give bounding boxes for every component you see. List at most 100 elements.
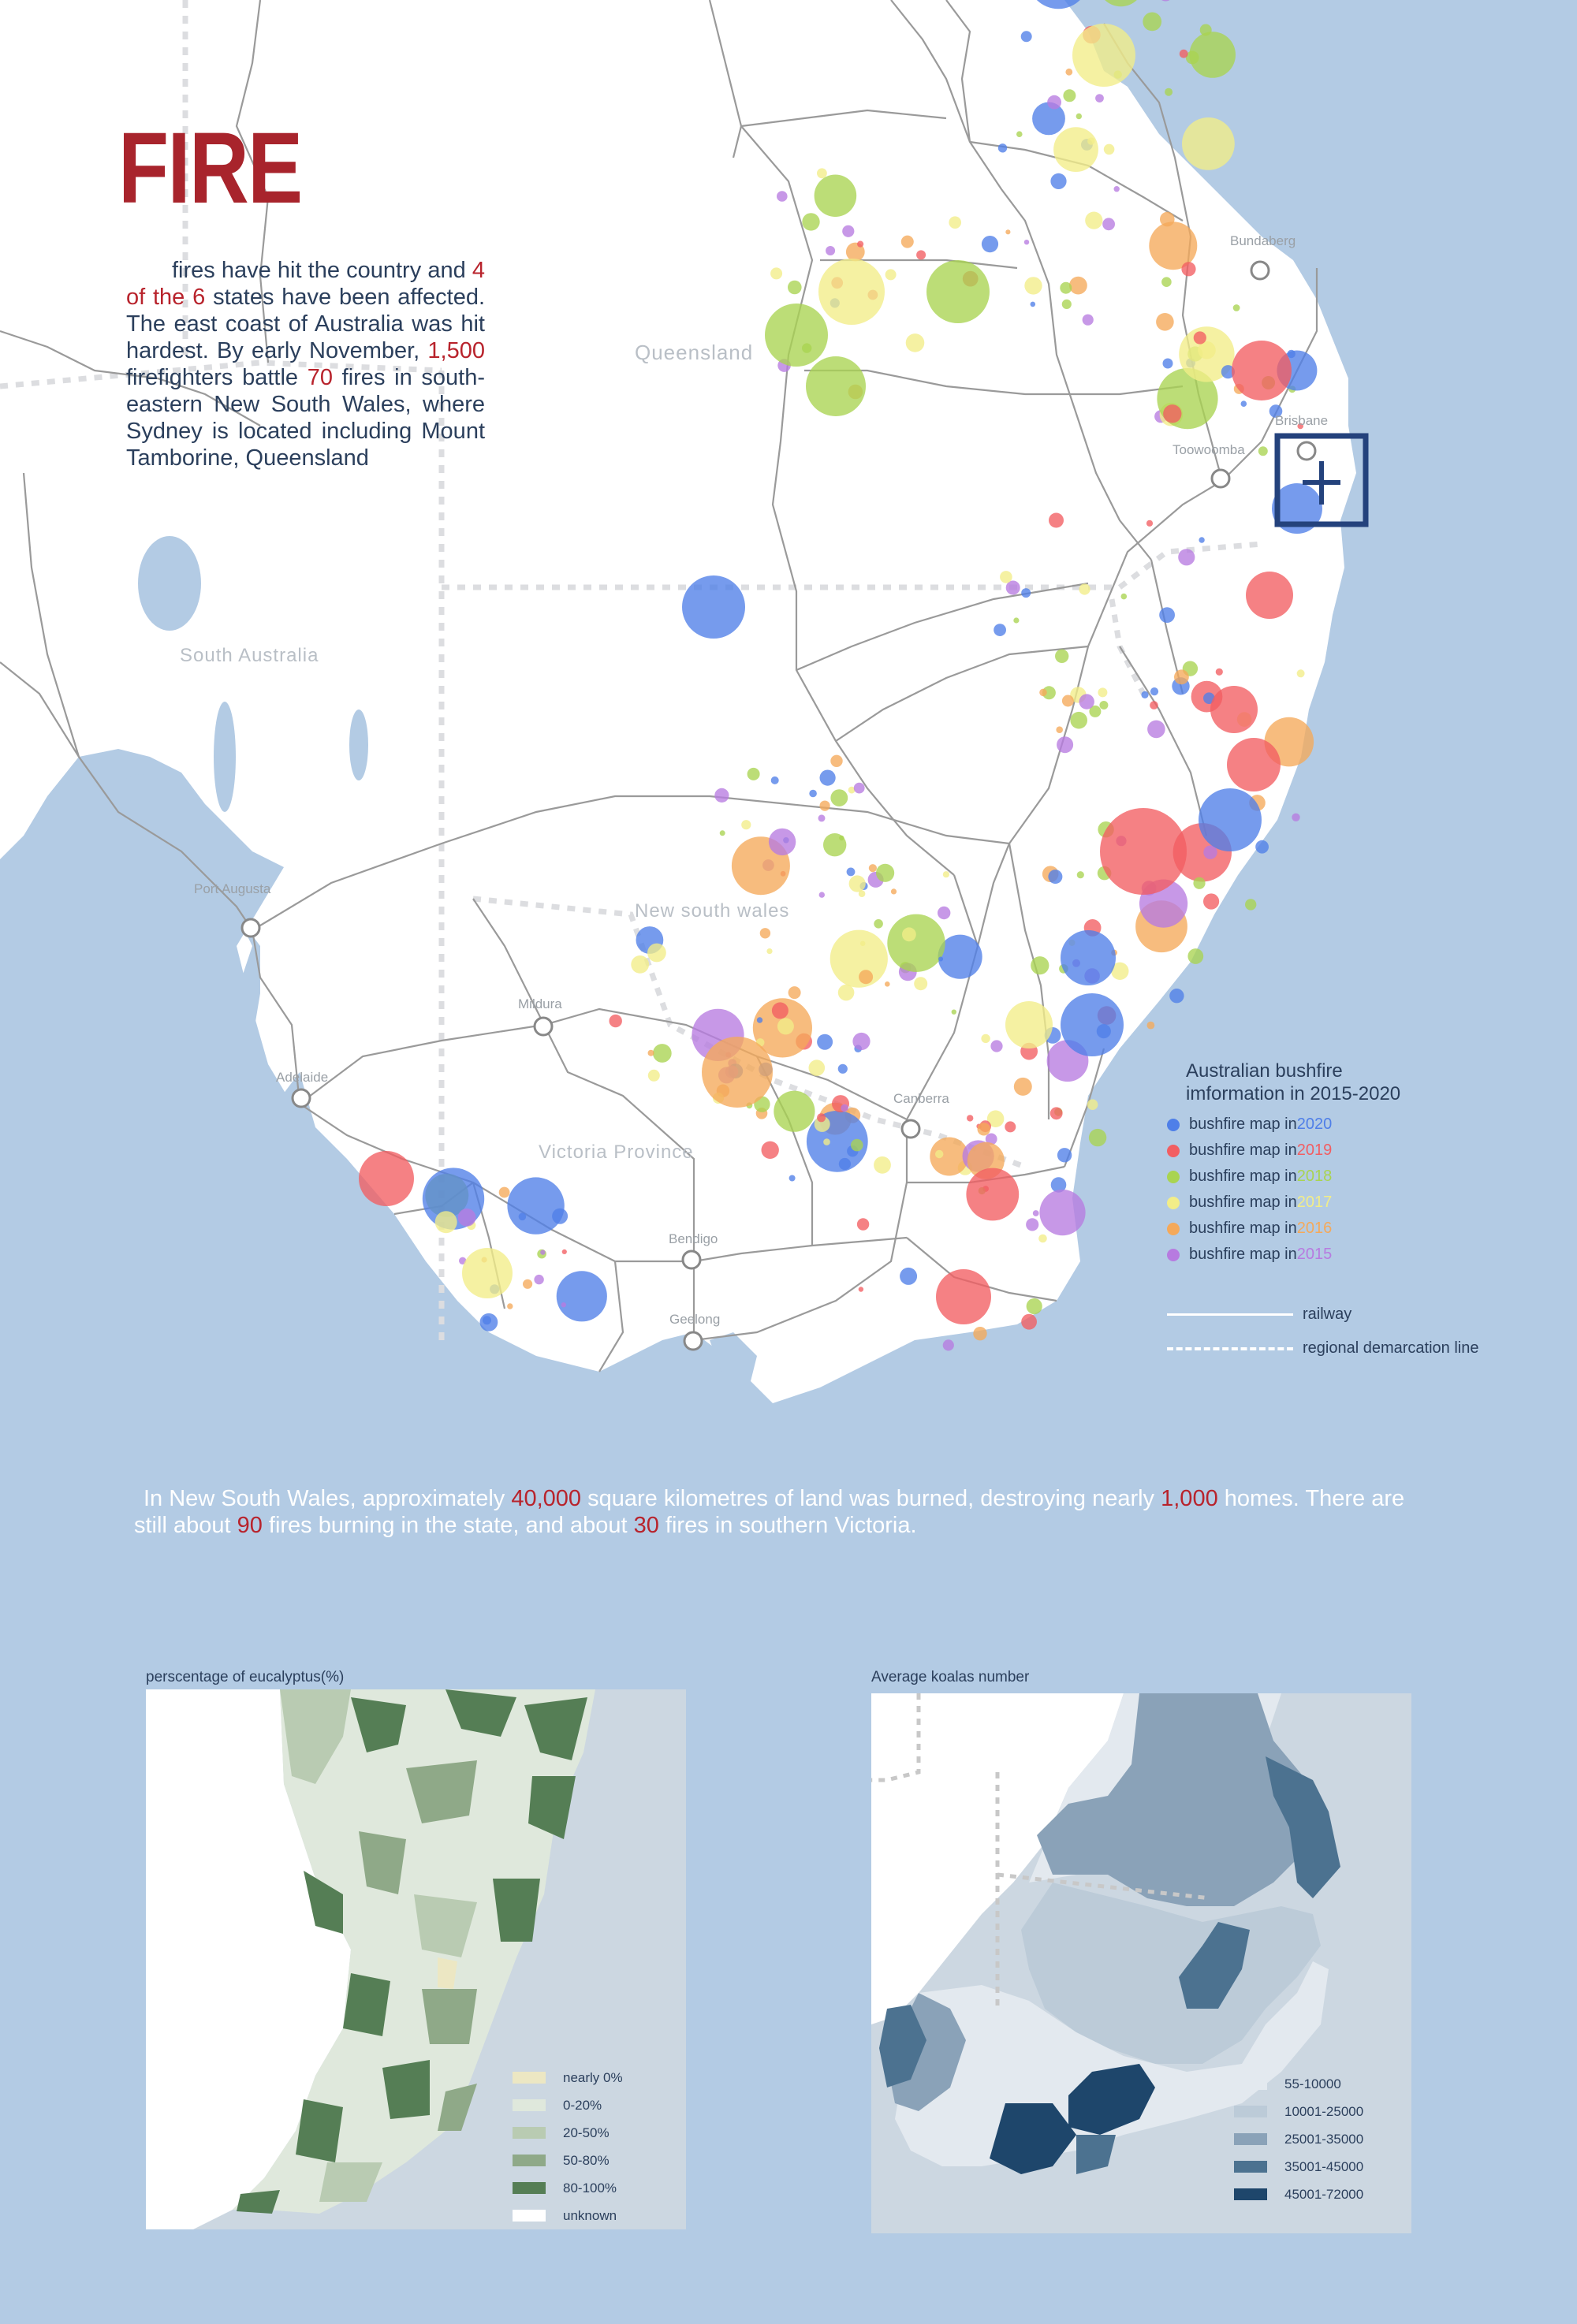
- fire-dot: [986, 1110, 1005, 1127]
- demarcation-label: regional demarcation line: [1303, 1339, 1479, 1357]
- legend-dot: [1167, 1118, 1180, 1131]
- fire-dot: [814, 174, 857, 218]
- fire-dot: [770, 267, 783, 280]
- fire-dot: [1161, 277, 1172, 288]
- fire-dot: [949, 216, 961, 229]
- fire-dot: [741, 820, 751, 830]
- fire-dot: [1053, 127, 1098, 173]
- fire-dot: [1269, 404, 1283, 418]
- fire-dot: [1146, 1021, 1155, 1030]
- koala-region-mid: [1037, 1693, 1313, 1906]
- fire-dot: [868, 864, 877, 873]
- fire-dot: [1163, 404, 1182, 423]
- inset-legend-label: 45001-72000: [1284, 2186, 1364, 2202]
- legend-swatch: [513, 2210, 546, 2222]
- legend-swatch: [513, 2127, 546, 2139]
- fire-dot: [1292, 813, 1300, 822]
- legend-year: 2016: [1296, 1220, 1333, 1237]
- fire-dot-large: [1061, 930, 1116, 985]
- fire-dot: [900, 235, 914, 248]
- fire-dot: [766, 948, 773, 955]
- fire-dot: [540, 1250, 546, 1255]
- fire-dot: [938, 956, 944, 962]
- fire-dot: [788, 280, 802, 295]
- legend-row: bushfire map in 2019: [1167, 1138, 1482, 1164]
- fire-dot: [990, 1040, 1003, 1052]
- legend-row: bushfire map in 2020: [1167, 1112, 1482, 1138]
- fire-dot-large: [1061, 993, 1124, 1056]
- summary-text: In New South Wales, approximately 40,000…: [134, 1485, 1443, 1539]
- fire-dot: [774, 1090, 815, 1132]
- fire-dot: [1005, 1121, 1016, 1133]
- fire-dot: [846, 867, 856, 877]
- fire-dot: [523, 1279, 533, 1289]
- legend-label: bushfire map in: [1189, 1168, 1297, 1185]
- fire-dot: [1076, 113, 1083, 120]
- city-label-geelong: Geelong: [669, 1312, 721, 1327]
- city-marker-geelong: [683, 1331, 703, 1351]
- koala-region-dark-3: [1076, 2135, 1116, 2174]
- fire-dot: [1055, 649, 1069, 663]
- fire-dot: [808, 1060, 826, 1076]
- fire-dot: [1061, 695, 1074, 707]
- fire-dot: [1296, 669, 1305, 678]
- fire-dot: [902, 927, 916, 942]
- city-marker-port-augusta: [240, 918, 261, 938]
- fire-dot-large: [1100, 808, 1187, 895]
- koala-region-darkest-1: [1068, 2064, 1155, 2135]
- fire-dot: [457, 1209, 476, 1227]
- legend-row: bushfire map in 2018: [1167, 1164, 1482, 1190]
- fire-dot: [1085, 211, 1103, 229]
- fire-dot: [1102, 218, 1115, 231]
- legend-row: bushfire map in 2017: [1167, 1190, 1482, 1216]
- fire-dot: [942, 871, 949, 878]
- fire-dot: [930, 1137, 969, 1176]
- fire-dot: [1057, 1148, 1072, 1163]
- inset-legend-label: 0-20%: [563, 2097, 602, 2113]
- fire-dot: [830, 789, 848, 806]
- fire-dot: [916, 250, 926, 260]
- fire-dot: [714, 788, 729, 803]
- fire-dot: [1258, 446, 1268, 456]
- fire-dot-large: [1246, 572, 1293, 619]
- fire-dot: [761, 1141, 779, 1160]
- inset-legend-label: 55-10000: [1284, 2076, 1341, 2091]
- fire-dot-large: [1227, 738, 1281, 791]
- eucalyptus-patches: [237, 1689, 587, 2214]
- fire-dot: [1060, 281, 1072, 294]
- fire-dot: [1089, 705, 1102, 717]
- fire-dot: [770, 776, 779, 784]
- legend-swatch: [1234, 2106, 1267, 2117]
- legend-swatch: [1234, 2161, 1267, 2173]
- summary-highlight: 90: [237, 1513, 263, 1538]
- fire-dot: [1050, 1177, 1067, 1193]
- railway-line-sample: [1167, 1313, 1293, 1316]
- fire-dot: [802, 213, 820, 231]
- koala-region-dark-2: [1179, 1922, 1250, 2009]
- intro-highlight: 1,500: [427, 338, 485, 363]
- fire-dot: [1061, 299, 1072, 309]
- fire-dot: [1005, 580, 1020, 595]
- fire-dot-large: [765, 304, 828, 367]
- australia-land: [0, 0, 1356, 1403]
- fire-dot: [935, 1149, 944, 1159]
- legend-label: bushfire map in: [1189, 1142, 1297, 1159]
- fire-dot: [1047, 95, 1061, 110]
- fire-dot: [1178, 549, 1195, 566]
- fire-dot: [647, 1049, 654, 1056]
- fire-dot: [1150, 701, 1158, 709]
- fire-dot: [1149, 222, 1198, 270]
- city-marker-bundaberg: [1250, 260, 1270, 281]
- inset-legend-row: unknown: [513, 2202, 623, 2229]
- fire-dot: [966, 1168, 1020, 1221]
- fire-dot: [994, 624, 1006, 636]
- fire-dot: [534, 1274, 544, 1285]
- fire-dot: [434, 1211, 457, 1234]
- koala-region-lightmid: [1021, 1883, 1321, 2064]
- koala-map-svg: [871, 1693, 1340, 2174]
- fire-dot: [1179, 326, 1235, 382]
- fire-dot-large: [806, 356, 866, 416]
- fire-dot: [1150, 687, 1159, 696]
- legend-dot: [1167, 1222, 1180, 1235]
- fire-dot: [1065, 68, 1073, 76]
